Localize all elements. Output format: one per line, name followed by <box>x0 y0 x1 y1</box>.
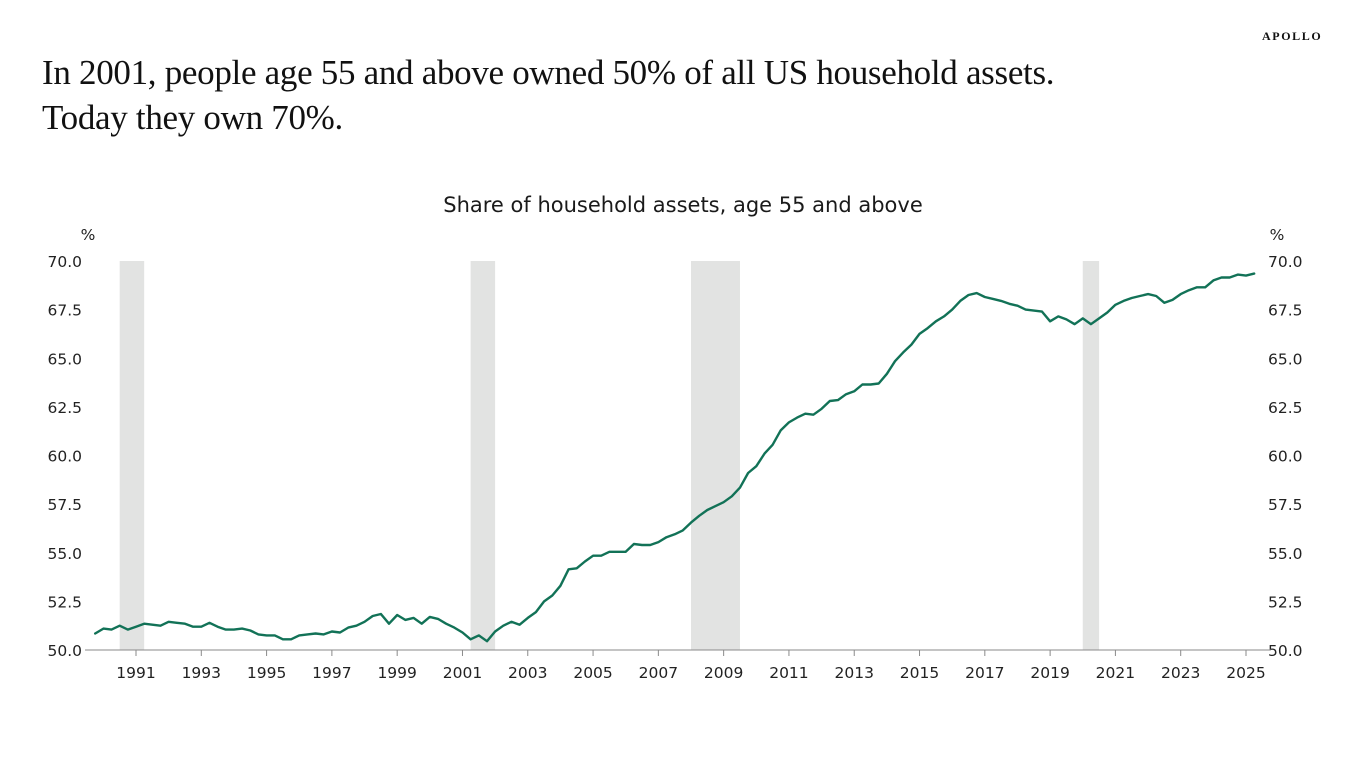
y-tick-label-right: 65.0 <box>1268 350 1303 368</box>
x-tick-label: 2003 <box>508 664 547 682</box>
recession-band <box>1082 261 1100 650</box>
x-tick-label: 2017 <box>965 664 1004 682</box>
x-tick-label: 2021 <box>1096 664 1135 682</box>
y-axis-unit-left: % <box>81 226 96 244</box>
x-tick-label: 2013 <box>835 664 874 682</box>
x-tick-label: 2023 <box>1161 664 1200 682</box>
headline-line-1: In 2001, people age 55 and above owned 5… <box>42 53 1055 92</box>
x-tick-label: 2025 <box>1226 664 1265 682</box>
y-axis-unit-right: % <box>1270 226 1285 244</box>
y-tick-label-right: 55.0 <box>1268 545 1303 563</box>
y-tick-label-left: 50.0 <box>47 642 82 660</box>
x-tick-label: 2005 <box>573 664 612 682</box>
x-tick-label: 1997 <box>312 664 351 682</box>
x-tick-label: 2001 <box>443 664 482 682</box>
x-tick-label: 1995 <box>247 664 286 682</box>
x-tick-label: 2015 <box>900 664 939 682</box>
y-tick-label-right: 62.5 <box>1268 399 1303 417</box>
y-axis-right: 50.0 52.5 55.0 57.5 60.0 62.5 65.0 67.5 70.0 <box>1268 253 1303 660</box>
chart-title: Share of household assets, age 55 and ab… <box>443 193 922 217</box>
recession-band <box>119 261 145 650</box>
y-tick-label-left: 70.0 <box>47 253 82 271</box>
x-tick-label: 1991 <box>116 664 155 682</box>
y-tick-label-right: 50.0 <box>1268 642 1303 660</box>
headline-line-2: Today they own 70%. <box>42 98 343 137</box>
y-tick-label-right: 57.5 <box>1268 496 1303 514</box>
y-tick-label-left: 52.5 <box>47 593 82 611</box>
y-tick-label-right: 70.0 <box>1268 253 1303 271</box>
y-tick-label-right: 52.5 <box>1268 593 1303 611</box>
x-tick-label: 1993 <box>182 664 221 682</box>
y-tick-label-left: 62.5 <box>47 399 82 417</box>
x-tick-label: 2007 <box>639 664 678 682</box>
y-tick-label-left: 60.0 <box>47 448 82 466</box>
x-axis-ticks: 1991 1993 1995 1997 1999 2001 2003 2005 2007 2009… <box>116 650 1266 682</box>
apollo-logo: APOLLO <box>1262 29 1323 43</box>
y-tick-label-left: 65.0 <box>47 350 82 368</box>
x-tick-label: 2011 <box>769 664 808 682</box>
series-line <box>94 272 1256 643</box>
headline: In 2001, people age 55 and above owned 5… <box>42 50 1055 140</box>
y-tick-label-left: 55.0 <box>47 545 82 563</box>
recession-band <box>691 261 740 650</box>
x-tick-label: 2009 <box>704 664 743 682</box>
recession-bands <box>119 261 1100 650</box>
x-tick-label: 2019 <box>1030 664 1069 682</box>
y-axis-left: 50.0 52.5 55.0 57.5 60.0 62.5 65.0 67.5 70.0 <box>47 253 82 660</box>
y-tick-label-left: 67.5 <box>47 302 82 320</box>
y-tick-label-left: 57.5 <box>47 496 82 514</box>
y-tick-label-right: 67.5 <box>1268 302 1303 320</box>
y-tick-label-right: 60.0 <box>1268 448 1303 466</box>
recession-band <box>470 261 496 650</box>
x-tick-label: 1999 <box>377 664 416 682</box>
